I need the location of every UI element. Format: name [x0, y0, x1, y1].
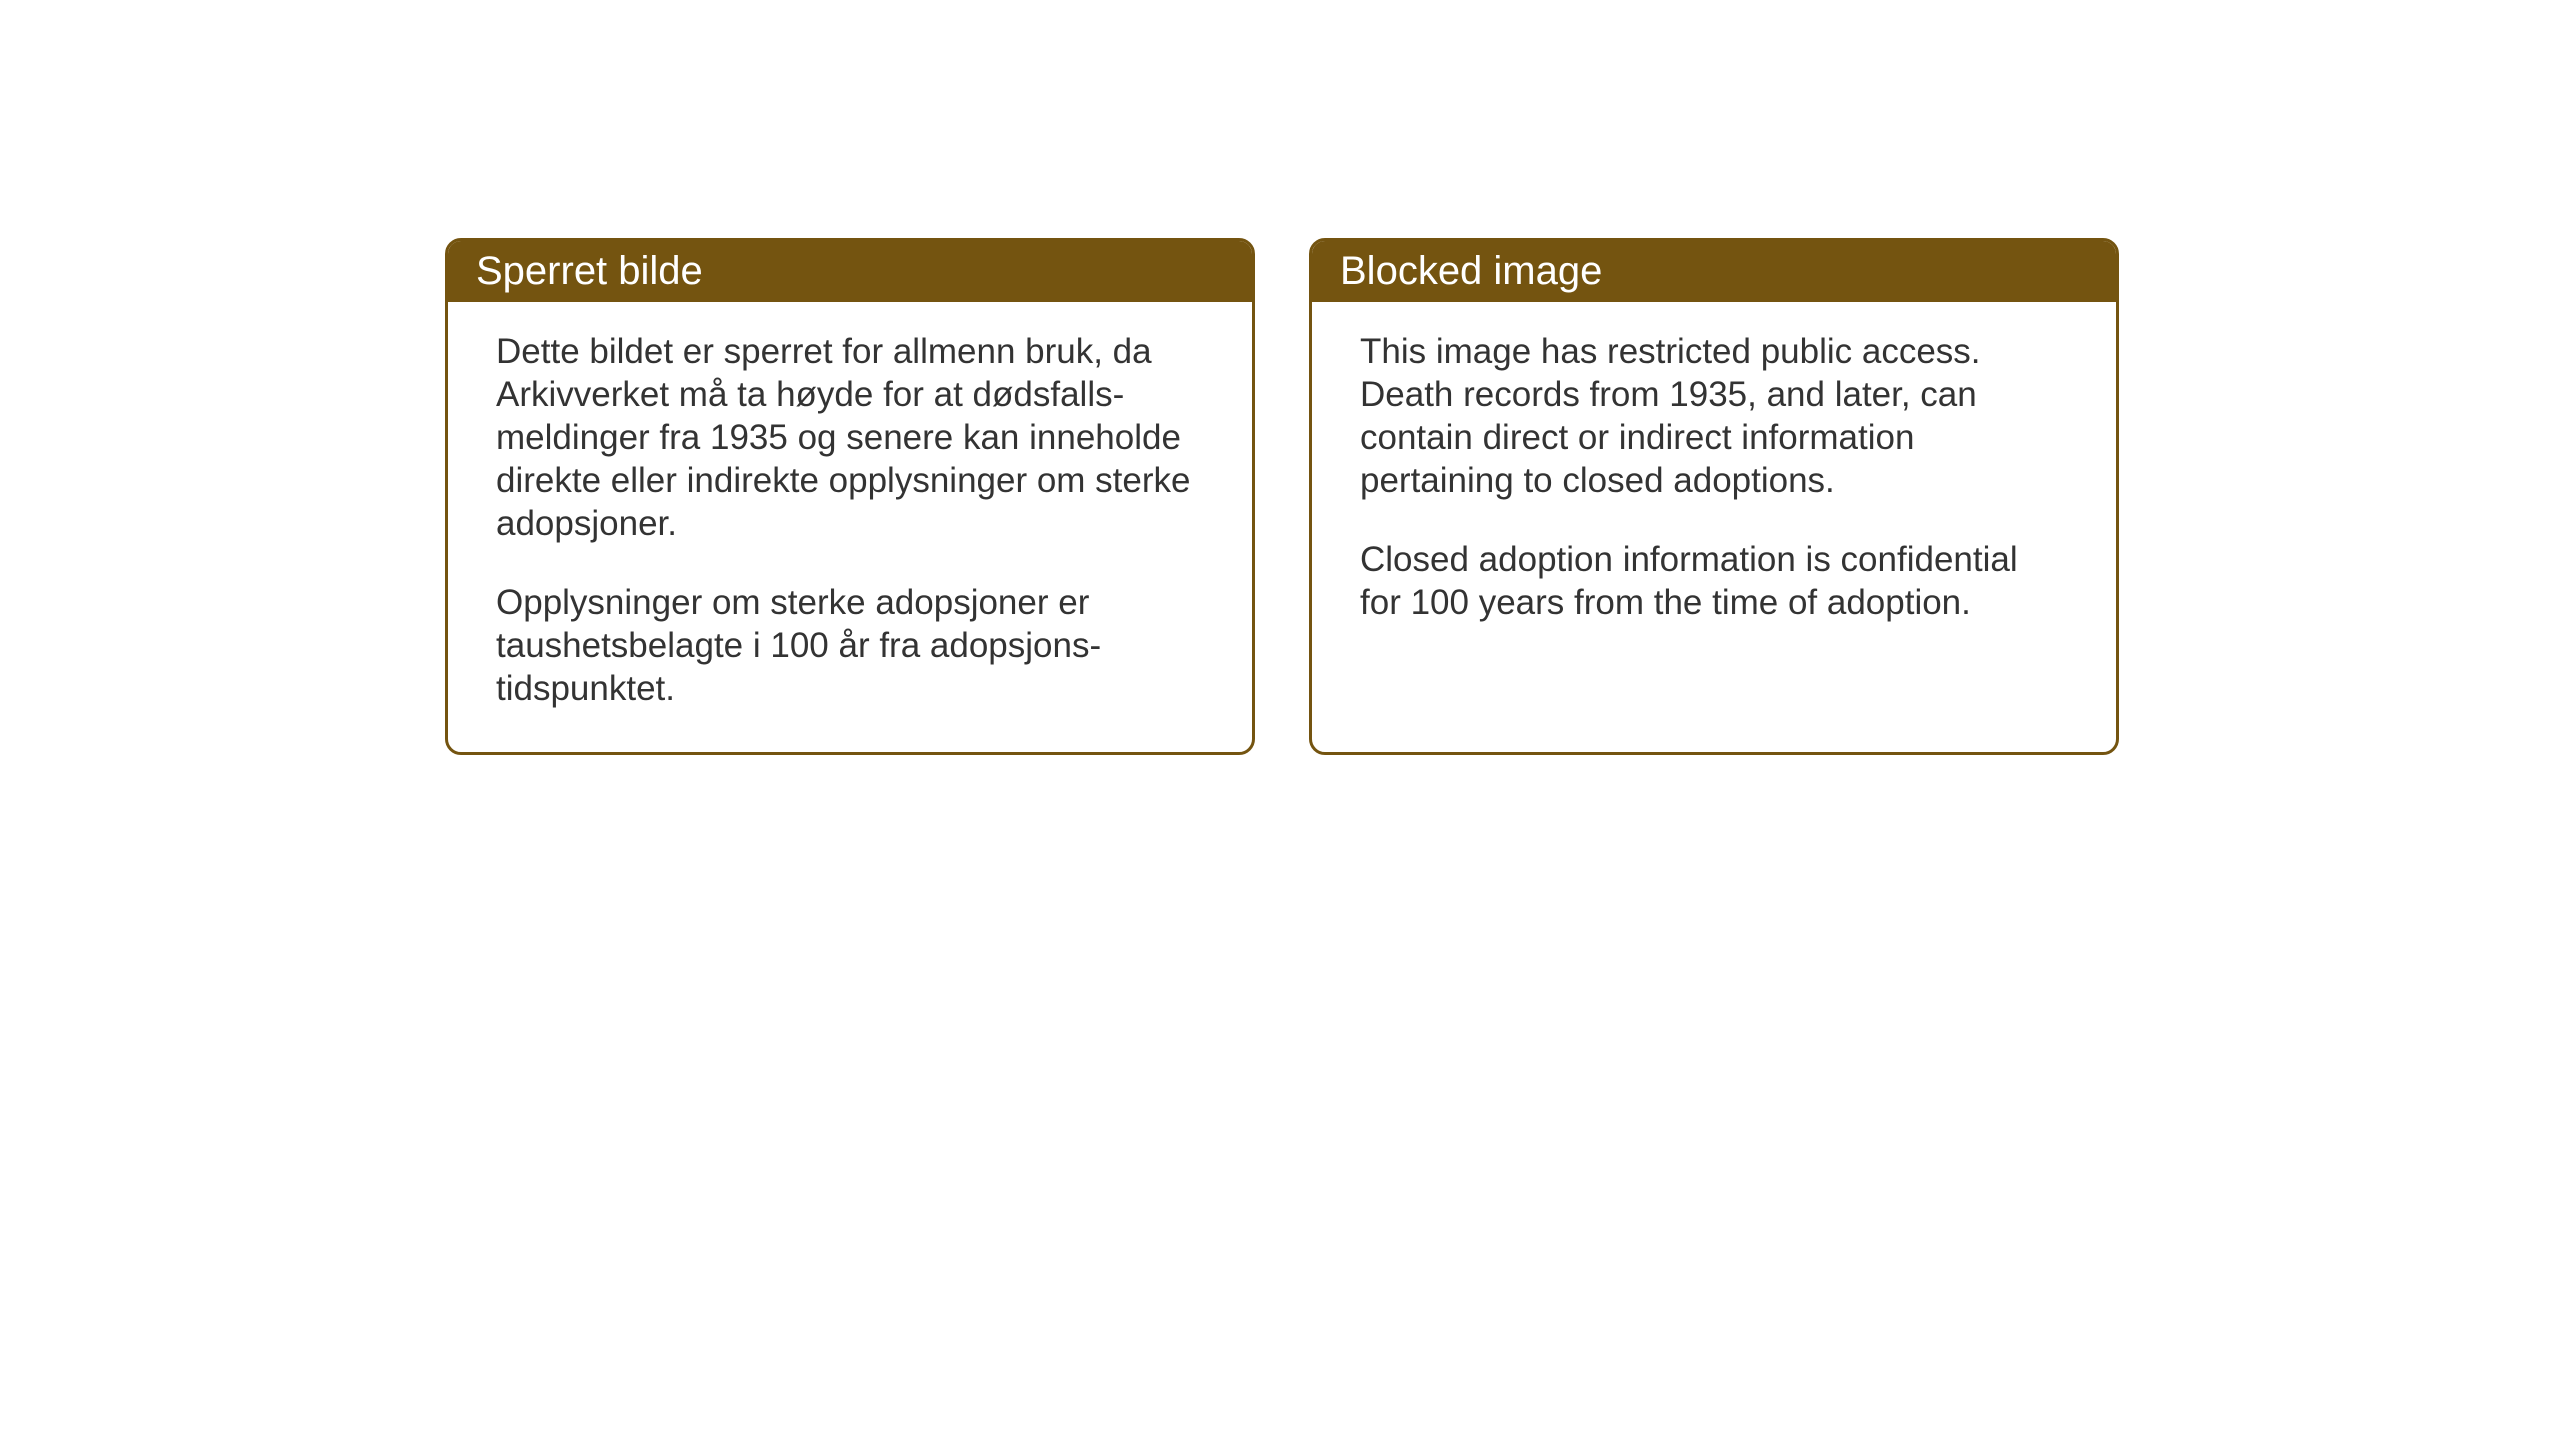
notice-paragraph: Dette bildet er sperret for allmenn bruk… — [496, 330, 1204, 545]
notice-paragraph: This image has restricted public access.… — [1360, 330, 2068, 502]
notice-header-english: Blocked image — [1312, 241, 2116, 302]
notice-body-norwegian: Dette bildet er sperret for allmenn bruk… — [448, 302, 1252, 752]
notice-paragraph: Closed adoption information is confident… — [1360, 538, 2068, 624]
notice-header-norwegian: Sperret bilde — [448, 241, 1252, 302]
notice-box-english: Blocked image This image has restricted … — [1309, 238, 2119, 755]
notice-paragraph: Opplysninger om sterke adopsjoner er tau… — [496, 581, 1204, 710]
notice-body-english: This image has restricted public access.… — [1312, 302, 2116, 666]
notice-box-norwegian: Sperret bilde Dette bildet er sperret fo… — [445, 238, 1255, 755]
notice-container: Sperret bilde Dette bildet er sperret fo… — [445, 238, 2119, 755]
